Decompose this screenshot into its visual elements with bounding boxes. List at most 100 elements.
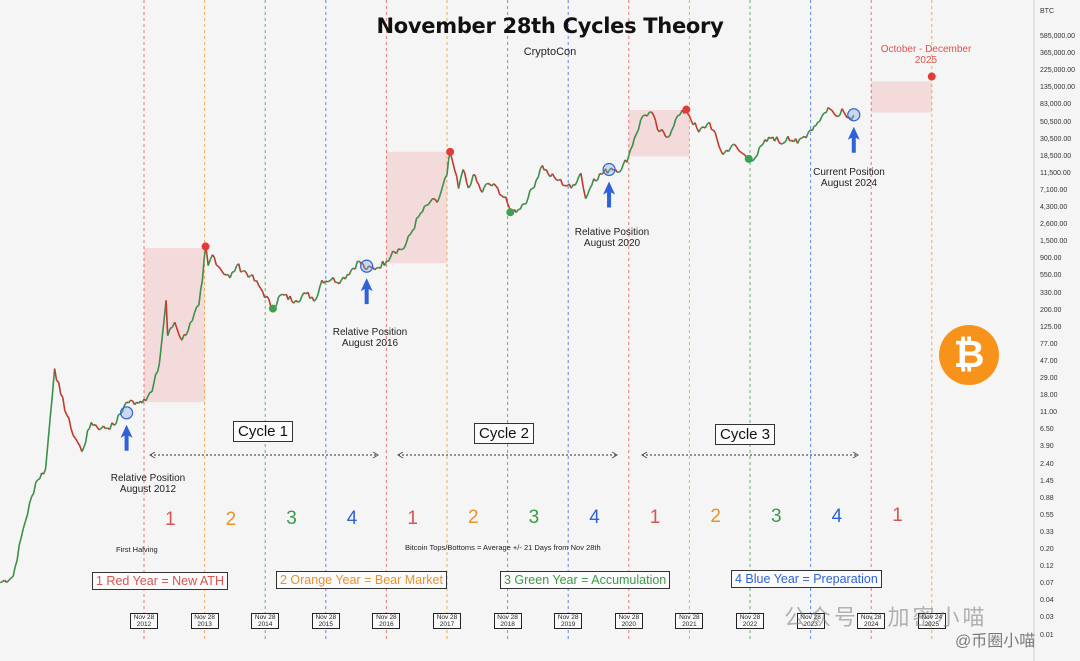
price-segment xyxy=(596,173,601,180)
price-segment xyxy=(405,235,410,244)
price-segment xyxy=(416,216,420,219)
price-segment xyxy=(10,575,14,579)
price-segment xyxy=(30,492,35,498)
price-segment xyxy=(49,395,54,419)
price-segment xyxy=(201,260,205,281)
price-segment xyxy=(317,286,321,295)
cycle-2-label: Cycle 2 xyxy=(474,423,535,444)
annotation-2012-line2: August 2012 xyxy=(119,484,177,495)
price-segment xyxy=(362,263,366,269)
price-segment xyxy=(467,184,472,189)
price-segment xyxy=(537,168,542,178)
price-segment xyxy=(642,114,646,117)
price-segment xyxy=(635,128,640,135)
price-segment xyxy=(266,295,270,300)
annotation-2024-line1: Current Position xyxy=(813,167,885,178)
price-segment xyxy=(187,322,191,331)
price-segment xyxy=(319,280,323,287)
price-segment xyxy=(215,264,219,267)
price-segment xyxy=(698,127,702,133)
x-tick-label: Nov 28 2022 xyxy=(736,613,764,629)
cycle-range-left-arrow-2 xyxy=(397,451,404,459)
price-segment xyxy=(487,182,491,186)
price-segment xyxy=(213,257,218,266)
annotation-2020-line1: Relative Position xyxy=(574,227,650,238)
price-segment xyxy=(301,292,305,297)
price-segment xyxy=(810,129,813,132)
price-segment xyxy=(354,261,359,270)
price-segment xyxy=(610,167,615,171)
price-segment xyxy=(675,115,679,120)
forecast-line2: 2025 xyxy=(914,55,938,66)
price-segment xyxy=(255,280,260,286)
price-segment xyxy=(165,300,168,319)
price-segment xyxy=(403,242,407,249)
x-tick-label: Nov 28 2012 xyxy=(130,613,158,629)
x-tick-label: Nov 28 2017 xyxy=(433,613,461,629)
price-segment xyxy=(780,142,784,145)
price-segment xyxy=(94,424,98,428)
price-segment xyxy=(389,250,394,258)
price-segment xyxy=(481,187,485,193)
price-segment xyxy=(199,280,204,290)
price-segment xyxy=(221,270,225,275)
price-segment xyxy=(665,135,668,139)
up-arrow-icon xyxy=(120,424,133,451)
position-marker-3 xyxy=(602,162,616,177)
y-tick-label: 1,500.00 xyxy=(1040,238,1068,246)
price-segment xyxy=(149,391,153,394)
shaded-region-3 xyxy=(628,110,690,157)
price-segment xyxy=(76,441,81,447)
price-segment xyxy=(191,312,196,322)
position-marker-1 xyxy=(119,406,134,420)
annotation-2012-line1: Relative Position xyxy=(110,473,186,484)
y-tick-label: 77.00 xyxy=(1040,340,1058,348)
legend-orange: 2 Orange Year = Bear Market xyxy=(276,571,447,589)
y-tick-label: 0.12 xyxy=(1040,563,1054,571)
price-segment xyxy=(672,118,677,127)
price-segment xyxy=(497,188,501,196)
price-segment xyxy=(70,428,74,436)
price-segment xyxy=(442,177,446,185)
price-segment xyxy=(708,122,713,130)
x-tick-label: Nov 28 2014 xyxy=(251,613,280,629)
price-segment xyxy=(206,254,209,266)
cycle-range-left-arrow-1 xyxy=(149,451,156,459)
y-tick-label: 550.00 xyxy=(1040,272,1062,280)
price-segment xyxy=(801,135,805,139)
x-tick-label: Nov 28 2024 xyxy=(857,613,886,629)
price-segment xyxy=(817,120,821,124)
price-segment xyxy=(81,447,85,453)
price-segment xyxy=(420,211,423,214)
x-tick-label: Nov 28 2013 xyxy=(190,613,219,629)
price-segment xyxy=(307,292,311,299)
price-segment xyxy=(32,482,37,494)
annotation-2012: Relative Position August 2012 xyxy=(88,473,208,495)
price-segment xyxy=(529,187,533,191)
year-number: 1 xyxy=(407,508,418,529)
price-segment xyxy=(652,114,657,121)
price-segment xyxy=(760,143,764,147)
price-segment xyxy=(177,332,181,338)
price-segment xyxy=(427,201,432,205)
price-segment xyxy=(155,371,159,375)
y-tick-label: 47.00 xyxy=(1040,357,1058,365)
price-segment xyxy=(229,271,234,279)
price-segment xyxy=(833,113,837,117)
price-segment xyxy=(374,267,378,271)
price-segment xyxy=(737,149,741,153)
price-segment xyxy=(464,173,468,183)
price-segment xyxy=(44,443,49,469)
price-segment xyxy=(527,189,531,199)
price-segment xyxy=(123,401,128,406)
price-segment xyxy=(411,227,416,232)
price-segment xyxy=(24,514,29,522)
price-segment xyxy=(850,114,855,121)
price-segment xyxy=(593,178,597,182)
price-segment xyxy=(754,154,759,158)
price-segment xyxy=(251,274,256,282)
price-segment xyxy=(297,300,301,303)
shaded-region-2 xyxy=(386,151,447,264)
y-tick-label: 585,000.00 xyxy=(1040,33,1076,40)
price-segment xyxy=(121,405,126,413)
